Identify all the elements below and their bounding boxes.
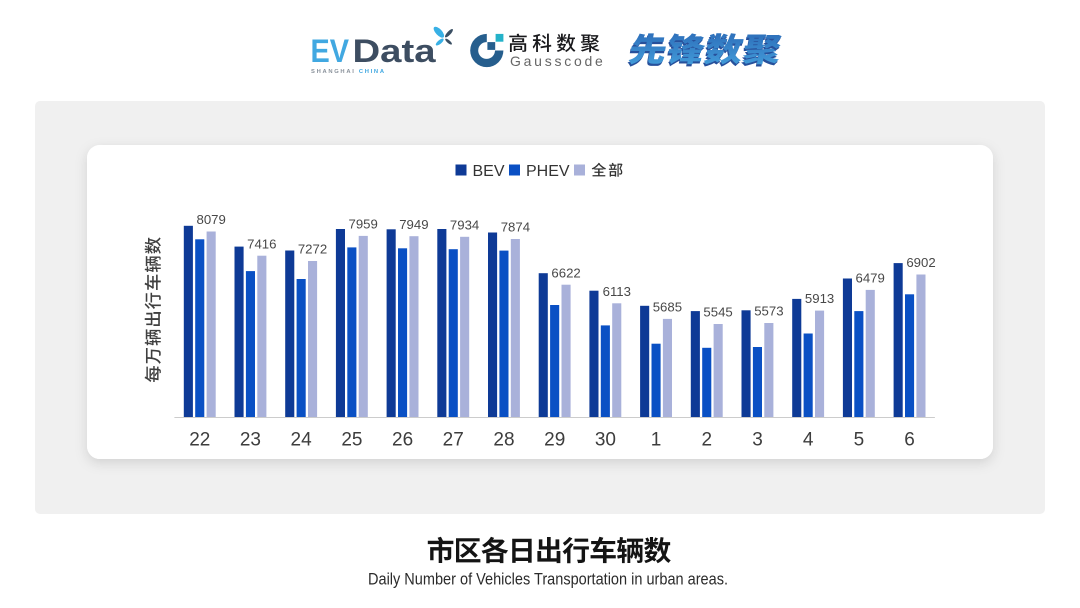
svg-text:6622: 6622 [551,265,580,280]
svg-text:EV: EV [311,33,350,69]
svg-text:6479: 6479 [856,271,885,286]
svg-text:7272: 7272 [298,242,327,257]
svg-text:7416: 7416 [247,236,276,251]
svg-text:2: 2 [702,430,713,451]
svg-text:7959: 7959 [349,217,378,232]
svg-text:7949: 7949 [399,217,428,232]
svg-text:SHANGHAI CHINA: SHANGHAI CHINA [311,69,386,75]
svg-text:4: 4 [803,430,814,451]
svg-text:22: 22 [189,430,210,451]
svg-text:5545: 5545 [703,305,732,320]
svg-text:5685: 5685 [653,300,682,315]
svg-text:Gausscode: Gausscode [510,53,606,69]
svg-text:BEV: BEV [473,163,505,180]
svg-text:PHEV: PHEV [526,163,570,180]
svg-text:29: 29 [544,430,565,451]
svg-text:6113: 6113 [603,284,631,299]
svg-text:Data: Data [353,33,436,69]
svg-text:23: 23 [240,430,261,451]
svg-text:28: 28 [493,430,514,451]
svg-text:5573: 5573 [754,304,783,319]
svg-text:5: 5 [854,430,865,451]
svg-text:7874: 7874 [501,220,530,235]
svg-text:24: 24 [291,430,313,451]
svg-text:25: 25 [341,430,362,451]
svg-text:26: 26 [392,430,413,451]
svg-text:8079: 8079 [197,212,226,227]
svg-text:27: 27 [443,430,464,451]
svg-text:Daily Number of Vehicles Trans: Daily Number of Vehicles Transportation … [368,570,728,589]
svg-text:7934: 7934 [450,217,479,232]
svg-text:3: 3 [752,430,763,451]
svg-text:6902: 6902 [906,255,935,270]
svg-text:30: 30 [595,430,616,451]
svg-text:5913: 5913 [805,291,834,306]
svg-text:1: 1 [651,430,662,451]
svg-text:6: 6 [904,430,915,451]
